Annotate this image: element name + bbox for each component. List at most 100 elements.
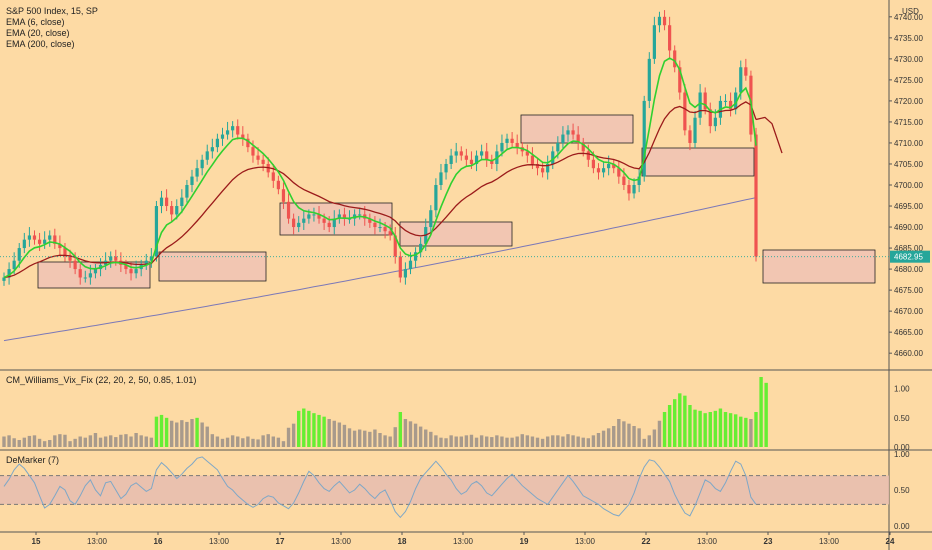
zone-box — [520, 114, 634, 144]
candles — [2, 10, 758, 286]
vix-bar — [27, 435, 32, 447]
vix-bar — [571, 435, 575, 447]
vix-bar — [556, 435, 560, 447]
vix-bar — [297, 410, 301, 447]
vix-bar — [53, 435, 57, 447]
legend-ema-200: EMA (200, close) — [6, 39, 75, 49]
vix-bar — [545, 436, 550, 447]
candle-body — [444, 163, 448, 173]
price-tick-label: 4685.00 — [894, 244, 923, 253]
vix-bar — [175, 422, 179, 447]
candle-body — [535, 163, 540, 169]
candle-body — [358, 214, 362, 216]
zone-box — [399, 221, 513, 247]
time-tick-label: 24 — [886, 537, 895, 546]
candle-body — [393, 235, 397, 257]
vix-bar — [535, 437, 540, 447]
vix-bar — [73, 438, 77, 447]
vix-bar — [144, 436, 148, 447]
candle-body — [281, 189, 286, 202]
candle-body — [261, 159, 265, 164]
vix-bar — [703, 413, 707, 447]
price-tick-label: 4670.00 — [894, 307, 923, 316]
candle-body — [500, 142, 504, 152]
time-tick-label: 22 — [642, 537, 651, 546]
price-tick-label: 4695.00 — [894, 202, 923, 211]
price-tick-label: 4690.00 — [894, 223, 923, 232]
vix-bar — [612, 426, 616, 447]
vix-bar — [662, 412, 667, 447]
vix-bar — [190, 419, 194, 447]
candle-body — [124, 264, 128, 270]
vix-bar — [332, 420, 336, 447]
vix-bar — [276, 437, 281, 447]
candle-body — [215, 138, 220, 148]
legend-ema-20: EMA (20, close) — [6, 28, 70, 38]
candle-body — [673, 50, 677, 68]
vix-bar — [246, 436, 250, 447]
price-tick-label: 4725.00 — [894, 76, 923, 85]
candle-body — [607, 163, 611, 169]
vix-bar — [195, 417, 199, 447]
time-tick-label: 23 — [764, 537, 773, 546]
candle-body — [449, 155, 453, 164]
vix-bar — [698, 410, 702, 447]
candle-body — [68, 256, 72, 261]
vix-bar — [647, 435, 651, 447]
vix-bar — [241, 438, 245, 447]
vix-bar — [266, 434, 270, 447]
time-tick-label: 15 — [32, 537, 41, 546]
price-tick-label: 4705.00 — [894, 160, 923, 169]
candle-body — [144, 260, 148, 265]
candle-body — [657, 16, 662, 26]
candle-body — [398, 256, 402, 278]
candle-body — [2, 277, 6, 281]
candle-body — [662, 16, 667, 26]
vix-bar — [464, 435, 469, 447]
vix-bar — [261, 435, 265, 447]
vix-bar — [576, 436, 580, 447]
candle-body — [63, 248, 67, 257]
candle-body — [7, 269, 11, 278]
vix-bar — [271, 436, 275, 447]
time-tick-label: 18 — [398, 537, 407, 546]
candle-body — [307, 214, 311, 219]
candle-body — [612, 163, 616, 169]
candle-body — [246, 138, 250, 148]
vix-bar — [398, 412, 403, 447]
candle-body — [109, 256, 113, 261]
price-tick-label: 4680.00 — [894, 265, 923, 274]
vix-bar — [119, 434, 123, 447]
candle-body — [327, 222, 331, 228]
vix-bar — [495, 435, 499, 447]
vix-bar — [627, 423, 631, 447]
vix-bar — [718, 408, 723, 447]
vix-bar — [322, 416, 326, 447]
candle-body — [505, 138, 509, 143]
candle-body — [485, 151, 489, 160]
vix-bar — [17, 440, 21, 447]
currency-label: USD — [902, 7, 919, 16]
vix-bar — [256, 439, 260, 447]
vix-bar — [124, 434, 128, 447]
vix-bar — [220, 438, 225, 447]
candle-body — [241, 134, 245, 139]
candle-body — [708, 109, 712, 127]
candle-body — [368, 218, 372, 223]
vix-bar — [383, 435, 387, 447]
vix-bar — [469, 434, 474, 447]
candle-body — [642, 100, 646, 177]
candle-body — [596, 168, 601, 173]
candle-body — [622, 176, 626, 185]
candle-body — [149, 256, 153, 261]
demarker-tick-label: 1.00 — [894, 450, 910, 459]
candle-body — [739, 67, 743, 93]
vix-bar — [37, 438, 42, 447]
vix-bar — [307, 410, 311, 447]
vix-bar — [378, 433, 382, 447]
vix-bar — [48, 440, 52, 447]
candle-body — [236, 126, 240, 135]
candle-body — [225, 130, 230, 135]
vix-bar — [434, 435, 438, 447]
